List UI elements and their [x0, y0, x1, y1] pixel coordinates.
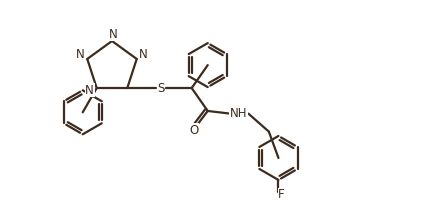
Text: F: F: [278, 189, 285, 201]
Text: N: N: [85, 84, 94, 97]
Text: N: N: [76, 48, 85, 61]
Text: S: S: [157, 81, 164, 95]
Text: N: N: [139, 48, 148, 61]
Text: NH: NH: [230, 107, 247, 120]
Text: O: O: [189, 124, 198, 137]
Text: N: N: [109, 28, 118, 40]
